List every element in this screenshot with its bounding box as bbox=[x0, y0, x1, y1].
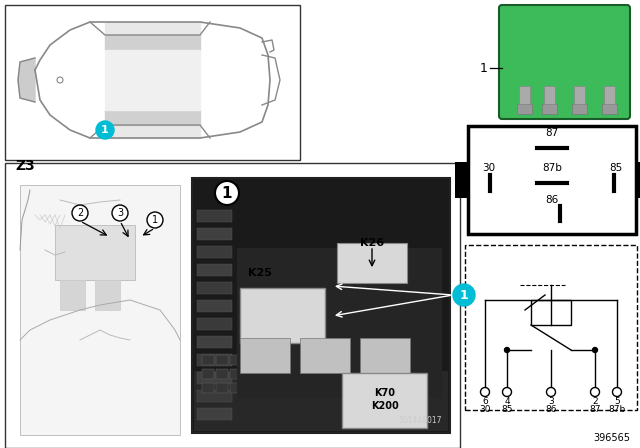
Bar bbox=[572, 104, 587, 114]
Text: 30: 30 bbox=[479, 405, 491, 414]
Bar bbox=[240, 288, 325, 343]
Bar bbox=[202, 383, 214, 393]
Bar bbox=[5, 163, 460, 448]
Bar bbox=[517, 104, 532, 114]
Circle shape bbox=[547, 388, 556, 396]
Text: 396565: 396565 bbox=[593, 433, 630, 443]
Bar bbox=[197, 318, 232, 330]
Circle shape bbox=[481, 388, 490, 396]
Text: 501448017: 501448017 bbox=[399, 416, 442, 425]
Text: 1: 1 bbox=[460, 289, 468, 302]
FancyBboxPatch shape bbox=[499, 5, 630, 119]
Bar bbox=[542, 104, 557, 114]
Bar bbox=[20, 185, 180, 435]
Bar bbox=[216, 369, 228, 379]
Text: 3: 3 bbox=[548, 397, 554, 406]
Bar bbox=[5, 5, 300, 160]
Bar bbox=[337, 243, 407, 283]
Bar bbox=[465, 245, 637, 410]
Bar bbox=[55, 225, 135, 280]
Bar bbox=[230, 355, 242, 365]
Circle shape bbox=[147, 212, 163, 228]
Polygon shape bbox=[105, 35, 200, 50]
Text: 1: 1 bbox=[480, 61, 488, 74]
Text: 86: 86 bbox=[545, 195, 559, 205]
Bar bbox=[342, 373, 427, 428]
Text: 5: 5 bbox=[614, 397, 620, 406]
Circle shape bbox=[593, 348, 598, 353]
Text: K200: K200 bbox=[371, 401, 399, 411]
Circle shape bbox=[591, 388, 600, 396]
Polygon shape bbox=[105, 50, 200, 110]
Text: 1: 1 bbox=[152, 215, 158, 225]
Bar bbox=[197, 300, 232, 312]
Bar bbox=[519, 86, 530, 104]
Text: K26: K26 bbox=[360, 238, 384, 248]
Text: 3: 3 bbox=[117, 208, 123, 218]
Bar bbox=[544, 86, 555, 104]
Text: 87: 87 bbox=[589, 405, 601, 414]
Bar bbox=[237, 248, 442, 398]
Bar bbox=[216, 383, 228, 393]
Bar bbox=[197, 408, 232, 420]
Bar bbox=[95, 280, 120, 310]
Bar bbox=[216, 355, 228, 365]
Bar bbox=[197, 336, 232, 348]
Bar bbox=[194, 371, 448, 431]
Polygon shape bbox=[105, 125, 200, 138]
Bar bbox=[197, 210, 232, 222]
Circle shape bbox=[96, 121, 114, 139]
Bar bbox=[197, 264, 232, 276]
Circle shape bbox=[215, 181, 239, 205]
Text: K25: K25 bbox=[248, 268, 272, 278]
Bar bbox=[300, 338, 350, 373]
Bar bbox=[455, 162, 468, 198]
Text: Z3: Z3 bbox=[15, 159, 35, 173]
Bar bbox=[60, 280, 85, 310]
Bar bbox=[197, 390, 232, 402]
Circle shape bbox=[72, 205, 88, 221]
Bar bbox=[604, 86, 615, 104]
Text: 30: 30 bbox=[482, 163, 495, 173]
Text: 87b: 87b bbox=[609, 405, 626, 414]
Polygon shape bbox=[105, 110, 200, 125]
Bar bbox=[202, 355, 214, 365]
Text: 85: 85 bbox=[501, 405, 513, 414]
Bar bbox=[197, 228, 232, 240]
Bar bbox=[574, 86, 585, 104]
Bar bbox=[240, 338, 290, 373]
Polygon shape bbox=[105, 22, 200, 35]
Circle shape bbox=[504, 348, 509, 353]
Text: 87b: 87b bbox=[542, 163, 562, 173]
Text: 2: 2 bbox=[592, 397, 598, 406]
Bar bbox=[531, 300, 571, 325]
Circle shape bbox=[502, 388, 511, 396]
Bar bbox=[197, 246, 232, 258]
Bar bbox=[197, 354, 232, 366]
Bar bbox=[202, 369, 214, 379]
Bar bbox=[468, 126, 636, 234]
Circle shape bbox=[612, 388, 621, 396]
Text: K70: K70 bbox=[374, 388, 396, 398]
Circle shape bbox=[112, 205, 128, 221]
Text: 2: 2 bbox=[77, 208, 83, 218]
Bar bbox=[360, 338, 410, 373]
Bar bbox=[230, 369, 242, 379]
Text: 87: 87 bbox=[545, 128, 559, 138]
Text: 6: 6 bbox=[482, 397, 488, 406]
Bar bbox=[197, 282, 232, 294]
Text: 86: 86 bbox=[545, 405, 557, 414]
Bar bbox=[602, 104, 617, 114]
Text: 1: 1 bbox=[101, 125, 109, 135]
Bar bbox=[230, 383, 242, 393]
Bar bbox=[636, 162, 640, 198]
Text: 4: 4 bbox=[504, 397, 510, 406]
Polygon shape bbox=[18, 58, 35, 102]
Text: 1: 1 bbox=[221, 185, 232, 201]
Text: 85: 85 bbox=[609, 163, 622, 173]
Bar bbox=[197, 372, 232, 384]
Bar bbox=[192, 178, 450, 433]
Circle shape bbox=[453, 284, 475, 306]
